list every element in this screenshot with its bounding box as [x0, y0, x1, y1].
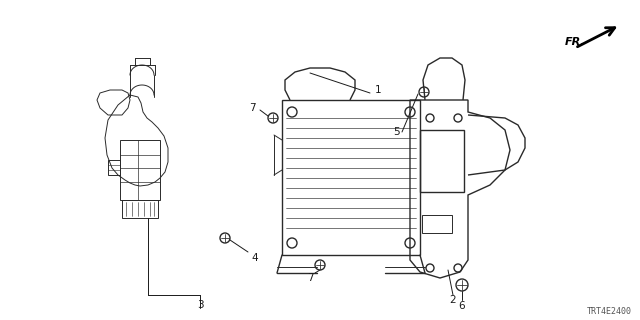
Bar [422, 215, 452, 233]
Text: FR.: FR. [565, 37, 586, 47]
Text: 6: 6 [459, 301, 465, 311]
Text: TRT4E2400: TRT4E2400 [587, 308, 632, 316]
Text: 7: 7 [249, 103, 255, 113]
Text: 2: 2 [450, 295, 456, 305]
Bar [420, 130, 464, 192]
Text: 7: 7 [307, 273, 314, 283]
Text: 1: 1 [374, 85, 381, 95]
Bar [122, 200, 158, 218]
Text: 5: 5 [393, 127, 399, 137]
Text: 3: 3 [196, 300, 204, 310]
Bar [282, 100, 420, 255]
Text: 4: 4 [252, 253, 259, 263]
